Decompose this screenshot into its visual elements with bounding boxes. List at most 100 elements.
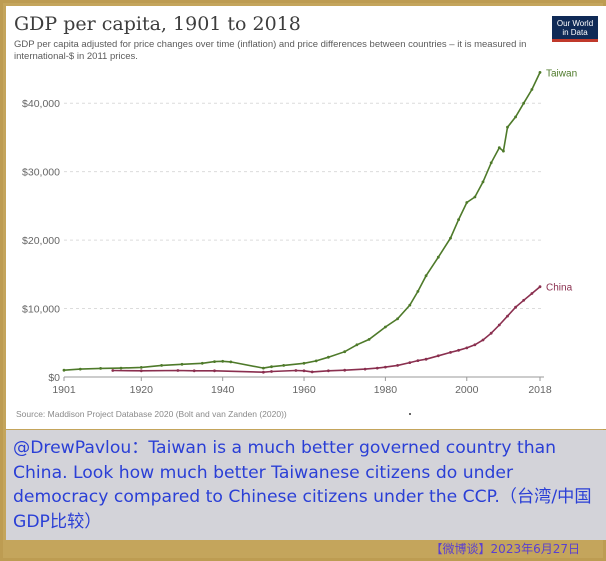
- data-point-china: [481, 338, 485, 342]
- data-point-taiwan: [78, 367, 82, 371]
- caption-panel: @DrewPavlou：Taiwan is a much better gove…: [6, 430, 606, 540]
- data-point-taiwan: [62, 368, 66, 372]
- data-point-taiwan: [473, 195, 477, 199]
- data-point-taiwan: [408, 303, 412, 307]
- data-point-china: [343, 368, 347, 372]
- data-point-taiwan: [522, 101, 526, 105]
- data-point-china: [538, 285, 542, 289]
- owid-logo: Our World in Data: [552, 16, 598, 42]
- series-label-taiwan: Taiwan: [546, 68, 577, 79]
- logo-line-2: in Data: [562, 28, 588, 37]
- y-tick-label: $10,000: [22, 304, 60, 316]
- data-point-taiwan: [481, 180, 485, 184]
- y-tick-label: $30,000: [22, 167, 60, 179]
- data-point-china: [302, 369, 306, 373]
- x-tick-label: 2018: [528, 384, 552, 396]
- x-tick-label: 1960: [292, 384, 316, 396]
- data-point-china: [139, 369, 143, 373]
- data-point-taiwan: [282, 364, 286, 367]
- data-point-taiwan: [270, 365, 273, 369]
- series-line-taiwan: [63, 72, 541, 371]
- data-point-taiwan: [119, 366, 123, 370]
- chart-title: GDP per capita, 1901 to 2018: [14, 13, 301, 35]
- data-point-taiwan: [213, 360, 216, 363]
- stray-dot: [409, 413, 411, 415]
- data-point-china: [457, 348, 460, 352]
- line-chart: $0 $10,000 $20,000 $30,000 $40,000 1901 1920 19…: [22, 68, 577, 396]
- data-point-china: [408, 361, 412, 364]
- data-point-taiwan: [457, 218, 460, 222]
- data-point-taiwan: [367, 338, 371, 341]
- data-point-china: [465, 346, 469, 350]
- x-tick-label: 2000: [455, 384, 479, 396]
- data-point-taiwan: [180, 362, 184, 366]
- data-point-china: [530, 292, 534, 295]
- data-point-taiwan: [314, 359, 318, 363]
- data-point-taiwan: [355, 343, 359, 347]
- data-point-taiwan: [424, 274, 428, 278]
- data-point-china: [176, 369, 180, 372]
- series-line-china: [112, 286, 541, 374]
- y-tick-label: $40,000: [22, 98, 60, 110]
- data-point-taiwan: [262, 366, 265, 370]
- series-label-china: China: [546, 283, 573, 294]
- data-point-taiwan: [436, 255, 440, 259]
- data-point-taiwan: [502, 149, 505, 153]
- data-point-taiwan: [449, 236, 452, 240]
- data-point-china: [506, 314, 509, 318]
- data-point-china: [473, 343, 477, 347]
- data-point-china: [310, 370, 314, 374]
- data-point-taiwan: [160, 364, 164, 367]
- data-point-taiwan: [489, 161, 493, 165]
- data-point-china: [111, 369, 115, 372]
- data-point-china: [270, 370, 273, 373]
- data-point-china: [363, 367, 367, 371]
- data-point-china: [294, 369, 298, 372]
- data-point-china: [522, 298, 526, 302]
- y-tick-label: $0: [48, 372, 60, 384]
- data-point-china: [424, 357, 428, 361]
- data-point-taiwan: [416, 290, 420, 293]
- data-point-taiwan: [139, 366, 143, 369]
- chart-subtitle: GDP per capita adjusted for price change…: [14, 39, 527, 62]
- data-point-taiwan: [497, 146, 501, 150]
- data-point-taiwan: [384, 325, 387, 329]
- data-point-china: [384, 365, 387, 369]
- x-tick-label: 1920: [130, 384, 154, 396]
- x-tick-label: 1980: [374, 384, 398, 396]
- chart-panel: GDP per capita, 1901 to 2018 GDP per cap…: [6, 6, 606, 429]
- data-point-china: [396, 364, 399, 367]
- chart-source: Source: Maddison Project Database 2020 (…: [16, 409, 287, 419]
- data-point-china: [497, 323, 501, 327]
- data-point-china: [375, 366, 379, 370]
- footer-source: 【微博谈】2023年6月27日: [430, 542, 580, 556]
- data-point-taiwan: [302, 361, 306, 365]
- data-point-china: [416, 359, 420, 362]
- data-point-taiwan: [229, 360, 233, 364]
- data-point-taiwan: [327, 355, 330, 359]
- data-point-china: [489, 331, 493, 335]
- x-tick-label: 1901: [52, 384, 76, 396]
- weibo-caption: @DrewPavlou：Taiwan is a much better gove…: [13, 438, 592, 532]
- data-point-taiwan: [506, 125, 509, 129]
- x-tick-label: 1940: [211, 384, 235, 396]
- data-point-china: [327, 369, 330, 373]
- data-point-taiwan: [538, 71, 542, 74]
- data-point-taiwan: [465, 201, 469, 204]
- y-tick-label: $20,000: [22, 235, 60, 247]
- data-point-taiwan: [200, 361, 204, 365]
- data-point-taiwan: [221, 359, 225, 363]
- data-point-taiwan: [514, 115, 517, 119]
- data-point-china: [192, 369, 196, 373]
- data-point-china: [213, 369, 216, 373]
- data-point-taiwan: [530, 88, 534, 91]
- data-point-china: [262, 370, 265, 374]
- data-point-taiwan: [99, 367, 102, 370]
- data-point-taiwan: [396, 317, 399, 321]
- data-point-china: [514, 305, 517, 309]
- data-point-taiwan: [343, 350, 347, 354]
- data-point-china: [449, 351, 452, 354]
- logo-line-1: Our World: [556, 19, 594, 28]
- data-point-china: [436, 354, 440, 358]
